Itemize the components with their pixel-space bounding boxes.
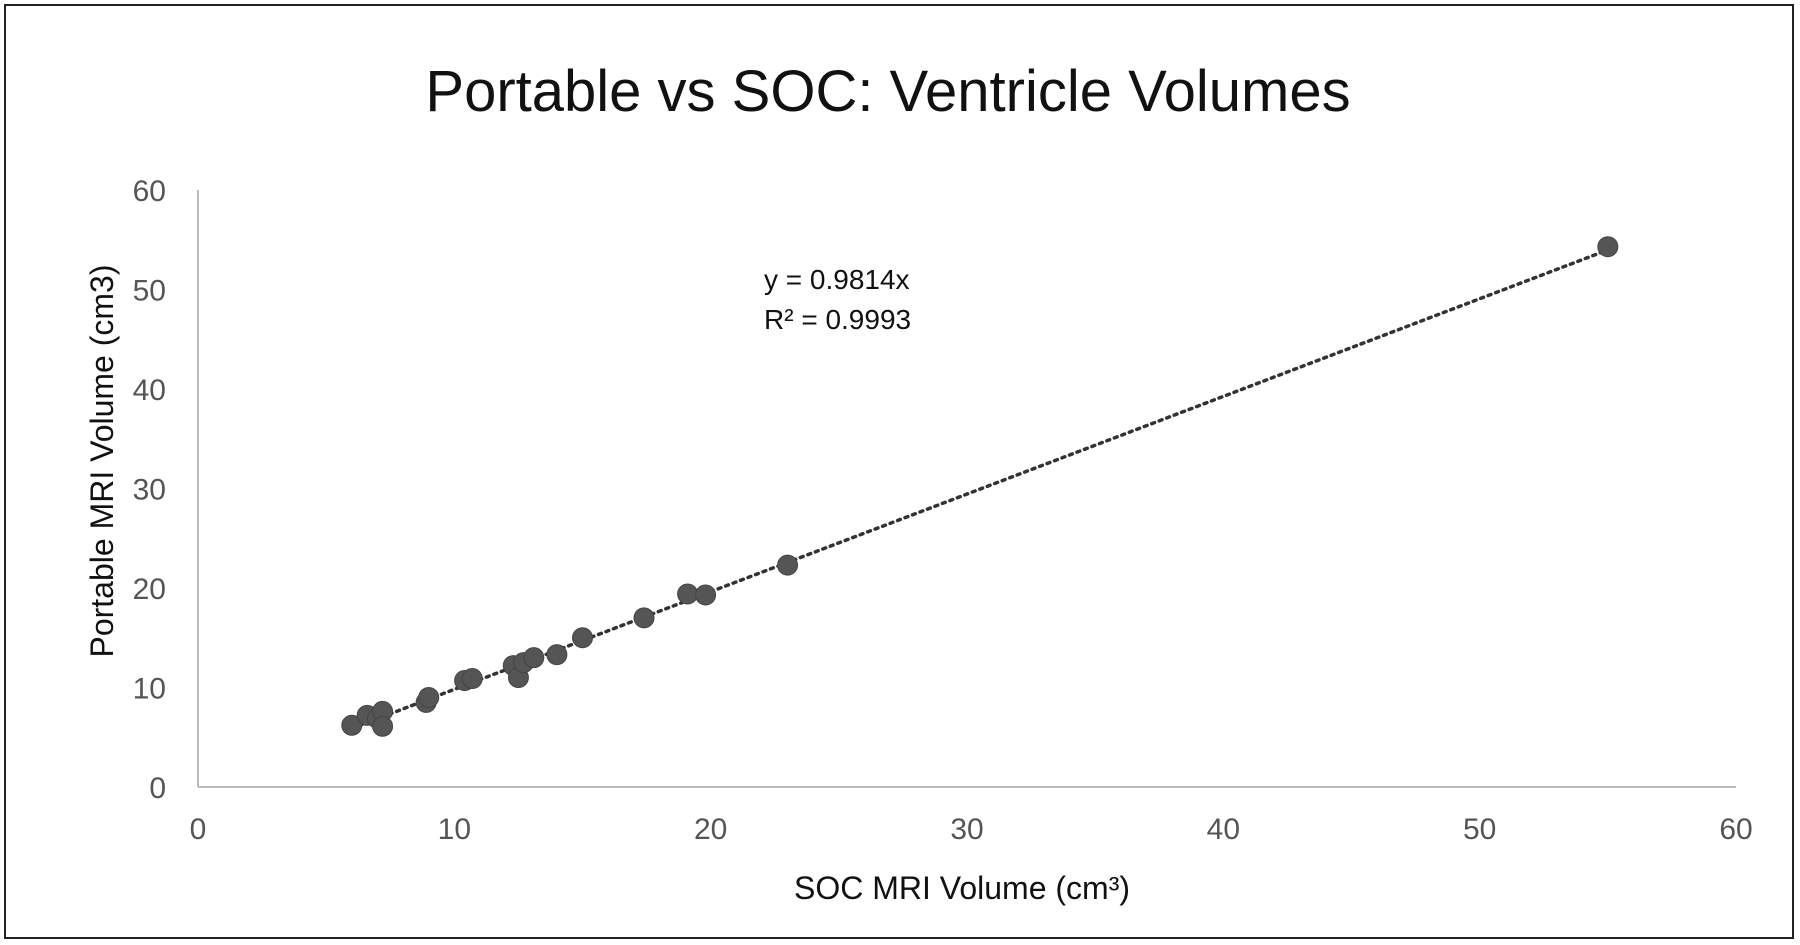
data-point (461, 668, 483, 690)
equation-annotation: y = 0.9814x (764, 264, 910, 295)
data-point (372, 715, 394, 737)
y-tick-label: 40 (133, 374, 166, 407)
x-tick-label: 20 (694, 813, 727, 846)
x-tick-label: 40 (1207, 813, 1240, 846)
x-axis-title: SOC MRI Volume (cm³) (794, 870, 1130, 906)
y-tick-label: 60 (133, 175, 166, 208)
r-squared-annotation: R² = 0.9993 (764, 304, 911, 335)
x-tick-label: 0 (190, 813, 207, 846)
chart-title: Portable vs SOC: Ventricle Volumes (425, 59, 1350, 124)
data-point (418, 686, 440, 708)
tick-labels: 0 10 20 30 40 50 60 0 10 20 30 40 50 60 (133, 175, 1753, 846)
x-tick-label: 30 (950, 813, 983, 846)
data-point (633, 607, 655, 629)
x-tick-label: 50 (1463, 813, 1496, 846)
y-tick-label: 0 (149, 772, 166, 805)
y-axis-title: Portable MRI Volume (cm3) (84, 264, 120, 657)
y-tick-label: 10 (133, 673, 166, 706)
data-points (341, 236, 1619, 737)
y-tick-label: 20 (133, 573, 166, 606)
data-point (695, 584, 717, 606)
chart-frame: Portable vs SOC: Ventricle Volumes 0 10 20… (4, 4, 1794, 939)
data-point (677, 583, 699, 605)
data-point (777, 554, 799, 576)
data-point (523, 647, 545, 669)
axes (197, 190, 1736, 788)
data-point (1597, 236, 1619, 258)
scatter-chart: Portable vs SOC: Ventricle Volumes 0 10 20… (84, 59, 1753, 906)
data-point (572, 627, 593, 649)
data-point (341, 714, 363, 736)
x-tick-label: 60 (1719, 813, 1752, 846)
data-point (546, 644, 568, 666)
x-tick-label: 10 (438, 813, 471, 846)
y-tick-label: 50 (133, 275, 166, 308)
y-tick-label: 30 (133, 474, 166, 507)
